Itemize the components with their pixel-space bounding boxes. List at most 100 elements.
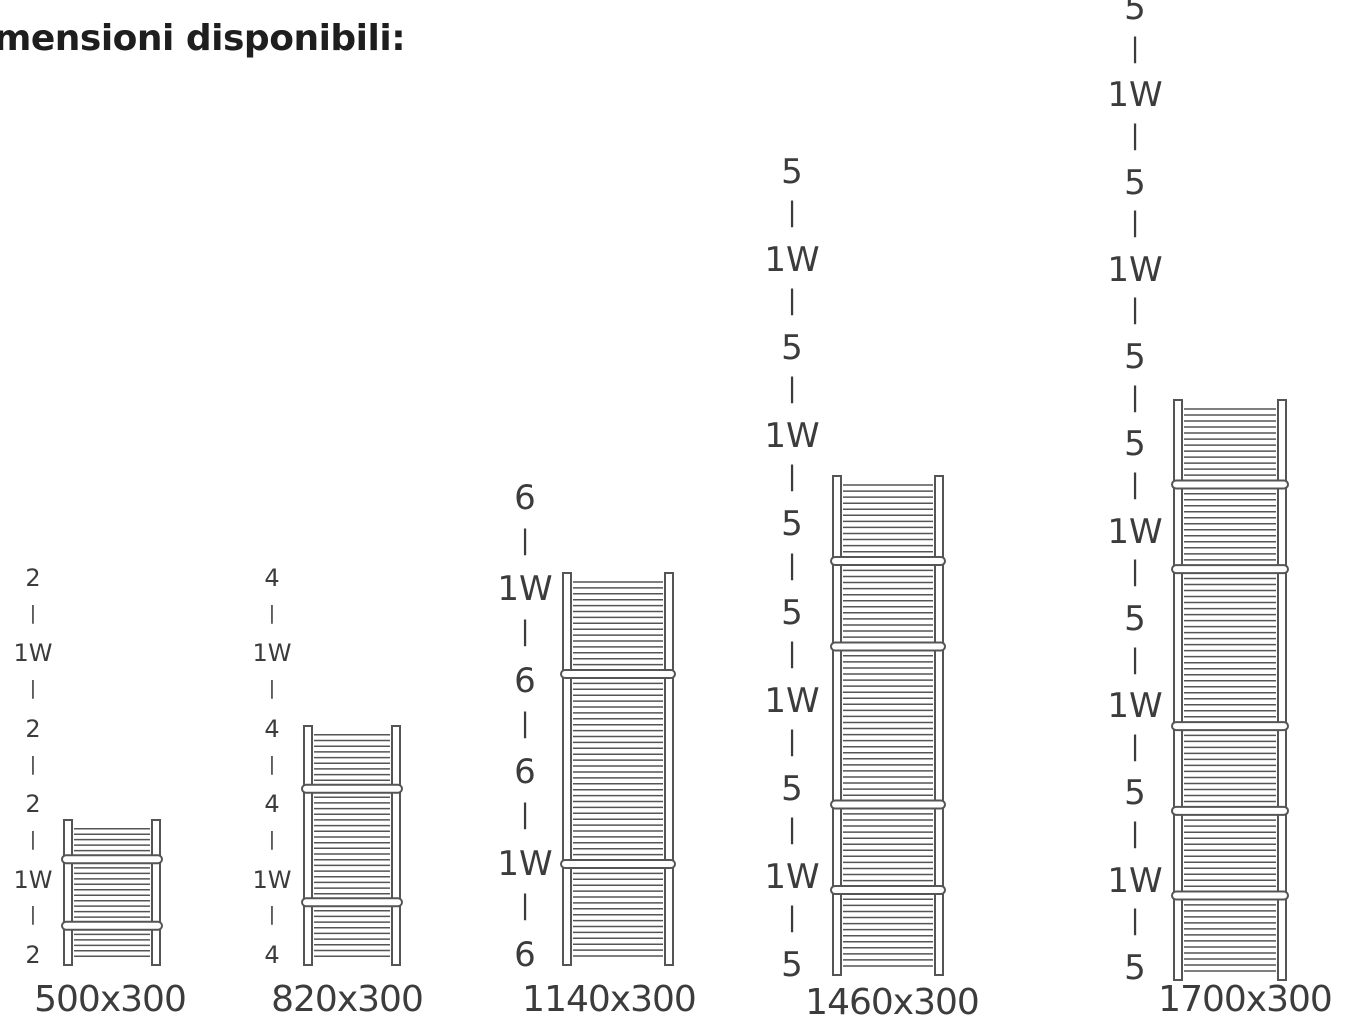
radiator-wide-rail: [830, 641, 946, 652]
sequence-label: 5: [1124, 598, 1146, 639]
radiator-wide-rail: [830, 556, 946, 567]
radiator-wide-rail: [830, 884, 946, 895]
sequence-separator: |: [1130, 818, 1140, 850]
sequence-label: 1W: [13, 865, 53, 894]
sequence-label: 1W: [13, 639, 53, 668]
sequence-label: 1W: [764, 240, 820, 281]
sequence-separator: |: [1130, 32, 1140, 64]
sequence-separator: |: [520, 890, 530, 922]
sequence-separator: |: [1130, 730, 1140, 762]
radiator-wide-rail: [301, 783, 403, 794]
radiator-wide-rail: [301, 897, 403, 908]
radiator-5: [1171, 399, 1289, 981]
radiator-wide-rail: [560, 859, 676, 869]
sequence-separator: |: [520, 524, 530, 556]
radiator-wide-rail: [830, 799, 946, 810]
sequence-label: 5: [1124, 424, 1146, 465]
sequence-separator: |: [520, 798, 530, 830]
sequence-label: 5: [781, 152, 803, 192]
sequence-label: 6: [514, 752, 536, 793]
sequence-label: 5: [1124, 337, 1146, 378]
sequence-label: 5: [781, 945, 803, 985]
radiator-2: [301, 725, 403, 966]
sequence-label: 1W: [764, 680, 820, 721]
radiator-wide-rail: [1171, 479, 1289, 490]
size-label: 1700x300: [1158, 979, 1333, 1020]
sequence-label: 5: [781, 504, 803, 545]
sequence-separator: |: [787, 725, 797, 757]
radiator-wide-rail: [61, 920, 163, 931]
sequence-label: 2: [25, 564, 41, 592]
sequence-label: 1W: [1107, 860, 1163, 901]
sequence-separator: |: [29, 752, 37, 775]
size-label: 1140x300: [522, 979, 697, 1020]
sequence-label: 5: [781, 768, 803, 809]
sequence-separator: |: [787, 813, 797, 845]
sequence-separator: |: [787, 197, 797, 229]
sequence-label: 5: [1124, 0, 1146, 28]
sequence-separator: |: [1130, 905, 1140, 937]
sequence-label: 1W: [1107, 249, 1163, 290]
sequence-label: 2: [25, 714, 41, 743]
page-title: imensioni disponibili:: [0, 18, 406, 59]
sequence-separator: |: [29, 903, 37, 926]
sequence-label: 4: [264, 941, 280, 969]
radiator-wide-rail: [1171, 721, 1289, 732]
sequence-separator: |: [29, 827, 37, 850]
sequence-label: 5: [781, 328, 803, 369]
sequence-label: 5: [781, 592, 803, 633]
radiator-right-column: [1277, 399, 1287, 981]
sequence-label: 1W: [1107, 511, 1163, 552]
sequence-label: 1W: [497, 569, 553, 610]
sequence-separator: |: [268, 903, 276, 926]
sequence-separator: |: [787, 901, 797, 933]
sequence-label: 2: [25, 941, 41, 969]
size-label: 500x300: [34, 979, 187, 1020]
radiator-3: [560, 572, 676, 966]
radiator-left-column: [1173, 399, 1183, 981]
sequence-label: 6: [514, 660, 536, 701]
sequence-label: 1W: [1107, 686, 1163, 727]
sequence-separator: |: [520, 707, 530, 739]
sequence-separator: |: [1130, 469, 1140, 500]
sequence-separator: |: [1130, 294, 1140, 326]
sequence-separator: |: [268, 752, 276, 775]
sequence-separator: |: [787, 549, 797, 581]
sequence-separator: |: [29, 601, 37, 624]
sequence-separator: |: [1130, 207, 1140, 239]
radiator-right-column: [391, 725, 401, 966]
radiator-4: [830, 475, 946, 976]
sequence-separator: |: [1130, 381, 1140, 413]
sequence-label: 4: [264, 714, 280, 743]
sequence-label: 1W: [764, 856, 820, 897]
sequence-label: 6: [514, 935, 536, 975]
radiator-right-column: [934, 475, 944, 976]
radiator-left-column: [63, 819, 73, 966]
sequence-separator: |: [787, 637, 797, 669]
sequence-label: 1W: [252, 865, 292, 894]
sequence-separator: |: [1130, 556, 1140, 588]
sequence-label: 5: [1124, 162, 1146, 203]
sequence-label: 5: [1124, 948, 1146, 988]
sequence-separator: |: [787, 373, 797, 405]
sequence-label: 6: [514, 478, 536, 518]
sequence-label: 1W: [497, 843, 553, 884]
radiator-left-column: [562, 572, 572, 966]
radiator-wide-rail: [61, 854, 163, 865]
radiator-wide-rail: [1171, 564, 1289, 575]
radiator-1: [61, 819, 163, 966]
sequence-label: 2: [25, 790, 41, 819]
sequence-separator: |: [29, 677, 37, 700]
sequence-separator: |: [787, 461, 797, 493]
sequence-separator: |: [268, 677, 276, 700]
radiator-wide-rail: [560, 669, 676, 679]
sequence-label: 1W: [252, 639, 292, 668]
sequence-separator: |: [787, 285, 797, 317]
radiator-right-column: [151, 819, 161, 966]
radiator-right-column: [664, 572, 674, 966]
sequence-separator: |: [1130, 643, 1140, 675]
sequence-separator: |: [1130, 119, 1140, 151]
sequence-label: 5: [1124, 773, 1146, 814]
size-label: 820x300: [271, 979, 424, 1020]
